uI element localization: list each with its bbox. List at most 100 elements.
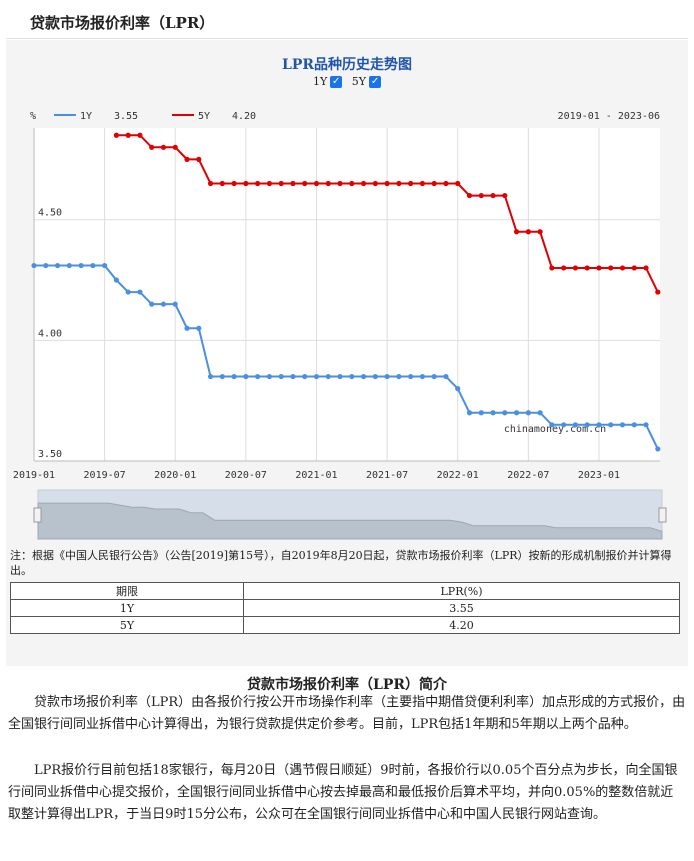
- cell-rate: 3.55: [243, 599, 680, 617]
- data-point-5y: [631, 265, 637, 271]
- data-point-5y: [561, 265, 567, 271]
- series-toggles: 1Y ✓ 5Y ✓: [0, 75, 694, 88]
- data-point-5y: [337, 180, 343, 187]
- x-tick-label: 2019-07: [84, 470, 126, 481]
- toggle-1y-checkbox[interactable]: ✓: [330, 75, 343, 88]
- x-tick-label: 2022-07: [507, 470, 549, 481]
- data-point-1y: [149, 301, 155, 307]
- data-point-5y: [160, 144, 167, 150]
- data-point-1y: [513, 410, 520, 416]
- data-point-5y: [537, 229, 543, 235]
- data-point-1y: [561, 422, 567, 428]
- data-point-5y: [419, 180, 426, 187]
- data-point-1y: [90, 262, 96, 269]
- toggle-5y-label: 5Y: [351, 75, 367, 88]
- x-tick-label: 2021-07: [366, 470, 408, 481]
- data-point-5y: [372, 180, 378, 187]
- navigator-series-area: [37, 502, 663, 540]
- data-point-1y: [596, 422, 602, 428]
- data-point-1y: [113, 277, 119, 283]
- data-point-5y: [384, 180, 390, 187]
- toggle-1y[interactable]: 1Y ✓: [313, 75, 343, 88]
- data-point-5y: [525, 229, 531, 235]
- x-tick-label: 2020-07: [225, 470, 267, 481]
- data-point-1y: [466, 410, 473, 416]
- intro-paragraph-2: LPR报价行目前包括18家银行，每月20日（遇节假日顺延）9时前，各报价行以0.…: [8, 763, 678, 822]
- toggle-5y[interactable]: 5Y ✓: [351, 75, 382, 88]
- data-point-1y: [290, 373, 296, 380]
- data-point-5y: [596, 265, 602, 271]
- data-point-5y: [466, 192, 473, 199]
- legend-name-1y: 1Y: [80, 111, 92, 122]
- data-point-1y: [525, 410, 531, 416]
- data-point-1y: [172, 301, 178, 307]
- intro-title: 贷款市场报价利率（LPR）简介: [246, 677, 447, 693]
- data-point-5y: [478, 192, 484, 199]
- data-point-1y: [102, 262, 108, 269]
- data-point-1y: [490, 410, 496, 416]
- cell-term: 1Y: [9, 599, 245, 617]
- data-point-5y: [278, 180, 284, 187]
- navigator-handle-left[interactable]: [33, 507, 42, 523]
- chart-title: LPR品种历史走势图: [281, 57, 412, 73]
- y-axis-unit: %: [30, 111, 36, 122]
- data-point-5y: [584, 265, 590, 271]
- data-point-1y: [584, 422, 590, 428]
- data-point-5y: [349, 180, 355, 187]
- x-tick-label: 2021-01: [295, 470, 337, 481]
- data-point-1y: [537, 410, 543, 416]
- lpr-table: 期限 LPR(%) 1Y 3.55 5Y 4.20: [9, 582, 680, 634]
- table-row: 5Y 4.20: [9, 616, 680, 634]
- data-point-5y: [243, 180, 249, 187]
- data-point-1y: [572, 422, 579, 428]
- header-rate: LPR(%): [243, 582, 680, 600]
- data-point-5y: [643, 265, 649, 271]
- data-point-1y: [266, 373, 272, 380]
- data-point-5y: [266, 180, 272, 187]
- date-range: 2019-01 - 2023-06: [558, 111, 660, 122]
- data-point-1y: [125, 289, 131, 295]
- data-point-5y: [655, 289, 661, 295]
- data-point-1y: [219, 373, 225, 380]
- legend-value-1y: 3.55: [114, 111, 138, 122]
- data-point-1y: [455, 386, 461, 392]
- data-point-1y: [78, 262, 84, 269]
- cell-rate: 4.20: [243, 616, 680, 634]
- navigator-handle-right[interactable]: [658, 507, 667, 523]
- data-point-5y: [125, 132, 131, 138]
- data-point-1y: [54, 262, 61, 269]
- data-point-1y: [66, 262, 72, 269]
- data-point-5y: [490, 192, 496, 199]
- y-tick-label: 4.00: [38, 328, 62, 339]
- data-point-1y: [443, 373, 449, 380]
- data-point-1y: [160, 301, 167, 307]
- data-point-1y: [396, 373, 402, 380]
- legend-value-5y: 4.20: [232, 111, 256, 122]
- data-point-5y: [608, 265, 614, 271]
- data-point-1y: [207, 373, 214, 380]
- data-point-1y: [372, 373, 378, 380]
- data-point-1y: [302, 373, 308, 380]
- data-point-5y: [502, 192, 508, 199]
- data-point-1y: [325, 373, 331, 380]
- data-point-1y: [608, 422, 614, 428]
- data-point-5y: [255, 180, 261, 187]
- data-point-1y: [43, 262, 49, 269]
- y-tick-label: 4.50: [38, 208, 62, 219]
- data-point-1y: [184, 325, 190, 331]
- cell-term: 5Y: [9, 616, 245, 634]
- header-term: 期限: [9, 582, 245, 600]
- legend-name-5y: 5Y: [198, 111, 210, 122]
- data-point-1y: [431, 373, 437, 380]
- data-point-1y: [419, 373, 426, 380]
- data-point-1y: [384, 373, 390, 380]
- data-point-5y: [184, 156, 190, 162]
- toggle-5y-checkbox[interactable]: ✓: [369, 75, 382, 88]
- data-point-1y: [349, 373, 355, 380]
- data-point-1y: [255, 373, 261, 380]
- data-point-5y: [172, 144, 178, 150]
- data-point-1y: [196, 325, 202, 331]
- data-point-5y: [619, 265, 626, 271]
- data-point-1y: [478, 410, 484, 416]
- data-point-5y: [149, 144, 155, 150]
